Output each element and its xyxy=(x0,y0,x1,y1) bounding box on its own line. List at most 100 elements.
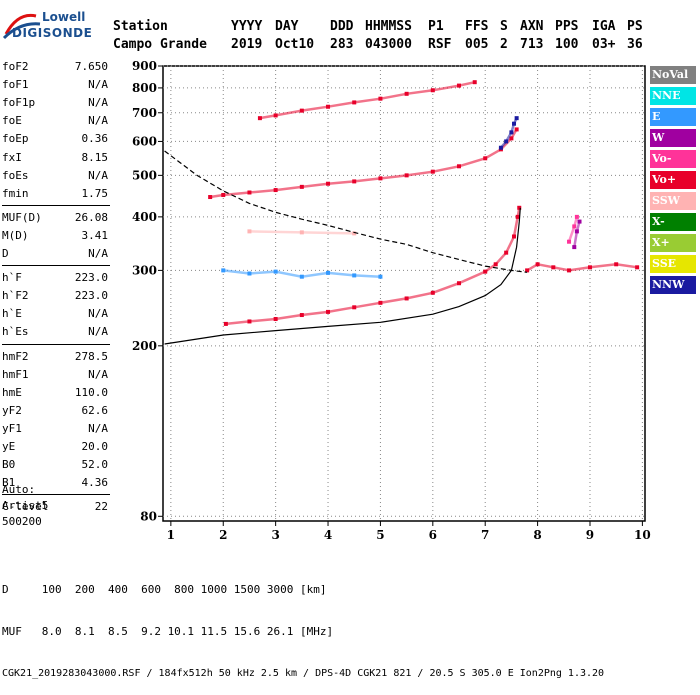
hdr-label-ps: PS xyxy=(627,19,643,34)
legend-item: W xyxy=(650,129,696,147)
echo-point xyxy=(299,230,304,235)
param-row: foEs N/A xyxy=(2,167,108,185)
y-tick-label: 300 xyxy=(132,263,157,277)
echo-point xyxy=(273,113,278,118)
x-tick-label: 6 xyxy=(429,528,437,542)
hdr-label-day: DAY xyxy=(275,19,299,34)
echo-point xyxy=(352,231,357,236)
hdr-label-year: YYYY xyxy=(231,19,263,34)
echo-point xyxy=(404,91,409,96)
param-value: N/A xyxy=(88,114,108,128)
y-tick-label: 900 xyxy=(132,59,157,73)
param-name: foF2 xyxy=(2,60,29,73)
echo-point xyxy=(352,179,357,184)
param-name: B0 xyxy=(2,458,16,472)
param-row: foF2 7.650 xyxy=(2,58,108,76)
param-row: h`E N/A xyxy=(2,305,108,323)
param-value: 26.08 xyxy=(74,210,108,224)
hdr-label-station: Station xyxy=(113,19,168,34)
x-tick-label: 5 xyxy=(376,528,384,542)
legend-item: NNW xyxy=(650,276,696,294)
param-value: 223.0 xyxy=(74,289,108,303)
echo-point xyxy=(326,270,331,275)
echo-point xyxy=(326,104,331,109)
auto-code: 500200 xyxy=(2,515,42,528)
echo-point xyxy=(567,239,572,244)
auto-artist: Artist5 xyxy=(2,499,49,512)
param-name: h`F xyxy=(2,271,22,285)
param-separator xyxy=(2,265,110,267)
echo-point xyxy=(457,164,462,169)
param-name: hmF2 xyxy=(2,349,29,363)
legend-item: Vo+ xyxy=(650,171,696,189)
echo-point xyxy=(572,224,577,229)
param-name: foF1 xyxy=(2,78,29,92)
autoscaling-info: Auto: Artist5 500200 xyxy=(2,482,48,530)
echo-point xyxy=(574,229,579,234)
param-name: foEs xyxy=(2,168,29,182)
y-tick-label: 500 xyxy=(132,168,157,182)
param-value: 3.41 xyxy=(81,228,109,242)
hdr-value-p1: RSF xyxy=(428,37,452,52)
hdr-label-pps: PPS xyxy=(555,19,579,34)
param-row: hmF2 278.5 xyxy=(2,348,108,366)
echo-point xyxy=(512,121,517,126)
echo-point xyxy=(535,262,540,267)
echo-point xyxy=(299,108,304,113)
echo-point xyxy=(430,169,435,174)
param-row: h`F2 223.0 xyxy=(2,287,108,305)
param-value: 1.75 xyxy=(81,186,109,200)
param-separator xyxy=(2,343,110,345)
echo-point xyxy=(247,319,252,324)
echo-point xyxy=(326,309,331,314)
echo-point xyxy=(223,321,228,326)
param-row: MUF(D) 26.08 xyxy=(2,209,108,227)
param-row: yF1 N/A xyxy=(2,420,108,438)
echo-point xyxy=(221,192,226,197)
param-value: 278.5 xyxy=(74,349,108,363)
param-name: foF1p xyxy=(2,96,36,110)
footer: D 100 200 400 600 800 1000 1500 3000 [km… xyxy=(2,555,604,695)
param-value: 22 xyxy=(94,500,108,514)
hdr-value-ffs: 005 xyxy=(465,37,489,52)
logo-emblem-icon xyxy=(2,13,41,40)
echo-point xyxy=(472,80,477,85)
footer-muf-row: MUF 8.0 8.1 8.5 9.2 10.1 11.5 15.6 26.1 … xyxy=(2,625,334,638)
param-value: 4.36 xyxy=(81,476,109,490)
hdr-value-day: Oct10 xyxy=(275,37,315,52)
hdr-label-hhmmss: HHMMSS xyxy=(365,19,412,34)
echo-point xyxy=(378,176,383,181)
param-row: fmin 1.75 xyxy=(2,185,108,203)
param-name: foEp xyxy=(2,132,29,146)
echo-point xyxy=(512,234,517,239)
echo-point xyxy=(551,265,556,270)
param-name: yE xyxy=(2,440,16,453)
param-value: N/A xyxy=(88,168,108,182)
param-name: foE xyxy=(2,114,22,128)
x-tick-label: 10 xyxy=(634,528,651,542)
echo-point xyxy=(483,269,488,274)
param-value: N/A xyxy=(88,247,108,260)
echo-point xyxy=(572,245,577,250)
echo-point xyxy=(635,265,640,270)
param-value: 20.0 xyxy=(81,440,109,453)
echo-point xyxy=(504,139,509,144)
echo-point xyxy=(517,205,522,210)
param-row: foF1p N/A xyxy=(2,94,108,112)
param-name: D xyxy=(2,247,9,260)
param-name: hmF1 xyxy=(2,367,29,381)
legend-item: E xyxy=(650,108,696,126)
echo-point xyxy=(273,317,278,322)
x-tick-label: 9 xyxy=(586,528,594,542)
param-separator xyxy=(2,204,110,206)
echo-point xyxy=(493,262,498,267)
x-tick-label: 7 xyxy=(481,528,489,542)
hdr-value-pps: 100 xyxy=(555,37,579,52)
legend-item: SSW xyxy=(650,192,696,210)
param-name: h`E xyxy=(2,307,22,321)
ionogram-chart: 1 2 3 4 5 6 7 8 9 10 80 200 300 400 500 600 700 800 900 xyxy=(132,59,651,542)
param-value: 7.650 xyxy=(74,60,108,73)
echo-point xyxy=(247,271,252,276)
echo-trace-line xyxy=(526,262,638,272)
hdr-value-year: 2019 xyxy=(231,37,263,52)
